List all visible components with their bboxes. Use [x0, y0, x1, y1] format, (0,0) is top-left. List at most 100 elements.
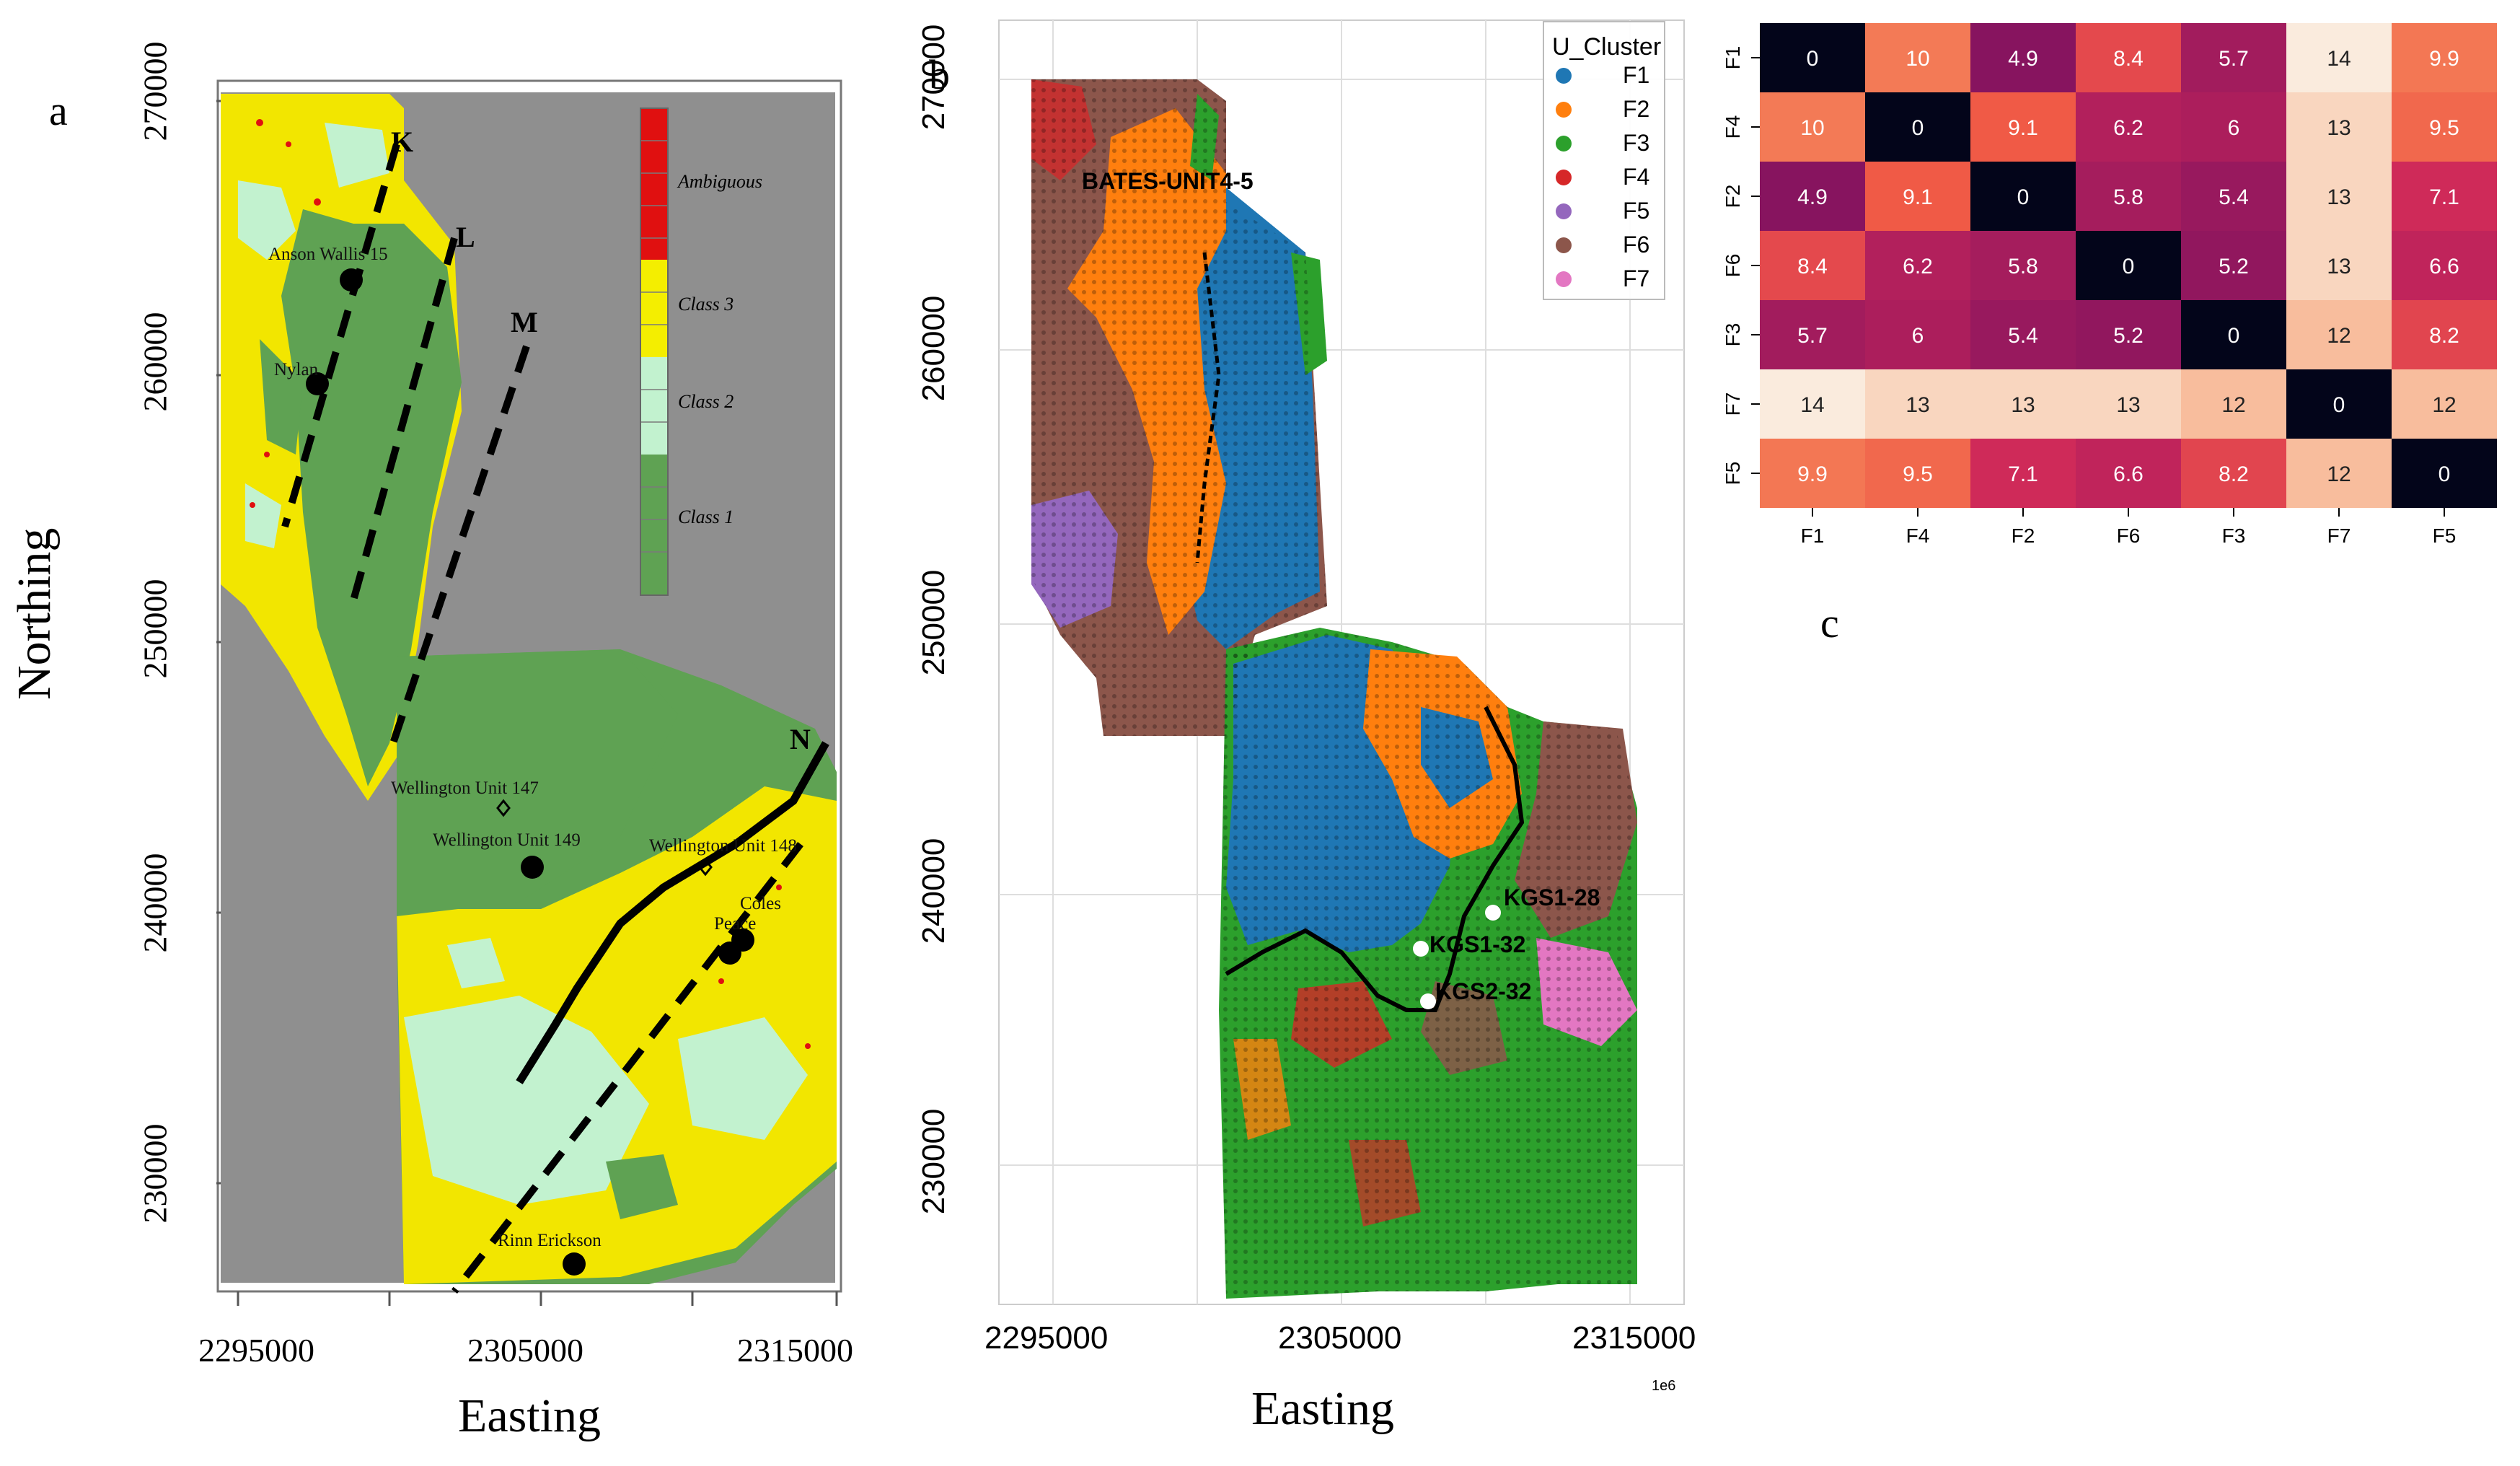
heatmap-cell	[2286, 439, 2392, 508]
legend-marker-f4	[1556, 170, 1572, 185]
heatmap-cell-label: 5.4	[2219, 185, 2249, 209]
heatmap-cell-label: 12	[2327, 462, 2351, 486]
panel-c-letter: c	[1820, 600, 1839, 646]
heatmap-cell-label: 5.8	[2008, 255, 2038, 278]
heatmap-cell	[1970, 300, 2076, 369]
panel-a-map: Ambiguous Class 3 Class 2 Class 1 K L M …	[216, 79, 842, 1306]
heatmap-cell-label: 14	[1800, 393, 1824, 417]
heatmap-cell-label: 13	[1906, 393, 1929, 417]
well-label: Wellington Unit 148	[649, 836, 797, 856]
annotation-bates: BATES-UNIT4-5	[1082, 168, 1254, 194]
heatmap-cell-label: 12	[2327, 324, 2351, 348]
heatmap-cell-label: 0	[1912, 116, 1924, 140]
annotation-kgs1-32: KGS1-32	[1429, 931, 1525, 957]
well-label: Rinn Erickson	[498, 1231, 602, 1250]
heatmap-cell-label: 9.1	[2008, 116, 2038, 140]
panel-b-scatter: BATES-UNIT4-5 KGS1-28 KGS1-32 KGS2-32 U_…	[998, 19, 1685, 1305]
legend-label-class2: Class 2	[678, 391, 733, 412]
heatmap-cell	[1760, 23, 1865, 92]
fault-label-l: L	[456, 221, 475, 253]
panel-a-ytick: 240000	[136, 853, 174, 953]
heatmap-cell-label: 0	[2333, 393, 2345, 417]
heatmap-cell	[1760, 231, 1865, 300]
heatmap-cell	[2181, 300, 2286, 369]
panel-b-ytick: 230000	[916, 1108, 951, 1215]
heatmap-cell	[2286, 23, 2392, 92]
panel-a-xtick: 2295000	[198, 1332, 314, 1369]
heatmap-row-label: F2	[1722, 185, 1744, 209]
heatmap-cell	[2392, 162, 2497, 231]
heatmap-cell	[2181, 231, 2286, 300]
heatmap-cell-label: 0	[2228, 324, 2240, 348]
legend-marker-f6	[1556, 237, 1572, 253]
heatmap-cell-label: 0	[2123, 255, 2135, 278]
heatmap-cell	[1865, 369, 1970, 439]
heatmap-cell	[1970, 369, 2076, 439]
legend-marker-f7	[1556, 271, 1572, 287]
heatmap-cell	[2076, 162, 2181, 231]
heatmap-cell	[2076, 439, 2181, 508]
heatmap-cell	[2076, 369, 2181, 439]
heatmap-cell-label: 6	[1912, 324, 1924, 348]
panel-a-ytick: 260000	[136, 312, 174, 412]
heatmap-cell	[1865, 231, 1970, 300]
heatmap-cell	[2286, 92, 2392, 162]
well-label: Coles	[740, 894, 781, 913]
heatmap-cell-label: 4.9	[1797, 185, 1828, 209]
heatmap-row-label: F4	[1722, 115, 1744, 139]
legend-label-class3: Class 3	[678, 294, 733, 315]
heatmap-cell	[1970, 162, 2076, 231]
panel-a-ytick: 230000	[136, 1123, 174, 1224]
heatmap-cell-label: 10	[1906, 47, 1929, 71]
heatmap-cell-label: 13	[2116, 393, 2140, 417]
legend-marker-f1	[1556, 68, 1572, 84]
panel-a-ylabel: Northing	[8, 527, 61, 700]
heatmap-cell-label: 13	[2327, 116, 2351, 140]
heatmap-cell-label: 9.9	[1797, 462, 1828, 486]
heatmap-cell	[1760, 439, 1865, 508]
panel-a-xlabel: Easting	[458, 1390, 601, 1442]
panel-b-ytick: 270000	[916, 24, 951, 131]
heatmap-cell-label: 8.4	[1797, 255, 1828, 278]
legend-label-f1: F1	[1623, 62, 1649, 88]
heatmap-cell	[1970, 231, 2076, 300]
legend-marker-f3	[1556, 136, 1572, 152]
panel-b-ytick: 240000	[916, 838, 951, 944]
heatmap: 0 10 4.9 8.4 5.7 14 9.9 10 0 9.1 6.2 6 13 9.5 4.9 9.1 0 5…	[1722, 23, 2497, 547]
heatmap-cell-label: 9.5	[1903, 462, 1933, 486]
heatmap-cell-label: 8.4	[2113, 47, 2144, 71]
panel-b-xtick: 2295000	[984, 1320, 1109, 1356]
heatmap-cell-label: 6.6	[2113, 462, 2144, 486]
heatmap-cell-label: 8.2	[2219, 462, 2249, 486]
heatmap-cell-label: 5.8	[2113, 185, 2144, 209]
heatmap-cell	[2286, 162, 2392, 231]
heatmap-cell	[1970, 23, 2076, 92]
heatmap-row-label: F3	[1722, 323, 1744, 347]
heatmap-row-label: F6	[1722, 254, 1744, 278]
heatmap-cell	[2181, 162, 2286, 231]
heatmap-cell-label: 7.1	[2008, 462, 2038, 486]
well-label: Anson Wallis 15	[268, 245, 388, 264]
legend-marker-f5	[1556, 203, 1572, 219]
heatmap-cell	[2286, 300, 2392, 369]
panel-a-ytick: 250000	[136, 579, 174, 679]
annotation-kgs1-28: KGS1-28	[1504, 885, 1600, 910]
heatmap-row-label: F5	[1722, 462, 1744, 486]
legend-label-f4: F4	[1623, 164, 1649, 190]
fault-label-m: M	[511, 306, 538, 338]
heatmap-row-label: F7	[1722, 392, 1744, 416]
heatmap-cell-label: 5.2	[2113, 324, 2144, 348]
fault-label-k: K	[391, 126, 413, 158]
heatmap-cell	[1865, 23, 1970, 92]
legend-label-f2: F2	[1623, 96, 1649, 122]
heatmap-cell-label: 5.2	[2219, 255, 2249, 278]
heatmap-cell	[1865, 92, 1970, 162]
heatmap-cell	[2076, 300, 2181, 369]
heatmap-col-label: F6	[2117, 524, 2141, 547]
heatmap-cell	[1865, 162, 1970, 231]
panel-b-xlabel: Easting	[1251, 1382, 1394, 1435]
heatmap-cell-label: 9.9	[2429, 47, 2459, 71]
heatmap-cell-label: 13	[2327, 255, 2351, 278]
legend-marker-f2	[1556, 102, 1572, 118]
well-label: Wellington Unit 147	[391, 778, 539, 798]
